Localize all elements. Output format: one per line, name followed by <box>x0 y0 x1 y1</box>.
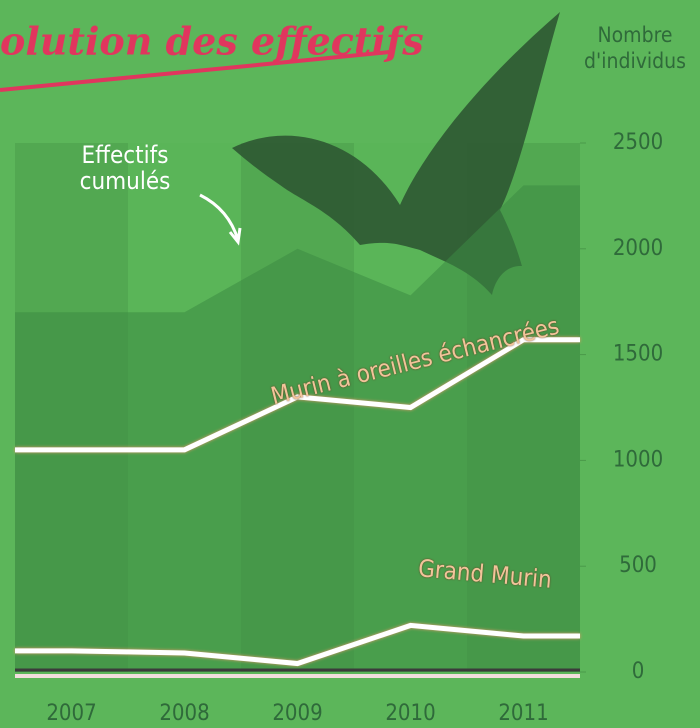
y-tick-label: 0 <box>632 659 645 684</box>
x-tick-label: 2010 <box>385 701 435 726</box>
x-tick-label: 2007 <box>46 701 96 726</box>
y-tick-label: 1500 <box>613 342 663 367</box>
legend-label: Effectifs cumulés <box>79 141 171 195</box>
x-tick-label: 2008 <box>159 701 209 726</box>
chart-title: olution des effectifs <box>0 19 424 64</box>
y-tick-label: 500 <box>619 553 657 578</box>
y-tick-label: 2500 <box>613 130 663 155</box>
line <box>15 622 580 667</box>
annotation-arrow <box>199 193 242 246</box>
y-tick-label: 1000 <box>613 447 663 472</box>
y-tick-label: 2000 <box>613 236 663 261</box>
x-tick-label: 2011 <box>498 701 548 726</box>
line <box>15 337 580 453</box>
y-axis-label: Nombre d'individus <box>584 23 686 73</box>
bat <box>232 12 560 295</box>
title-underline <box>0 50 391 92</box>
area <box>15 185 580 672</box>
x-tick-label: 2009 <box>272 701 322 726</box>
